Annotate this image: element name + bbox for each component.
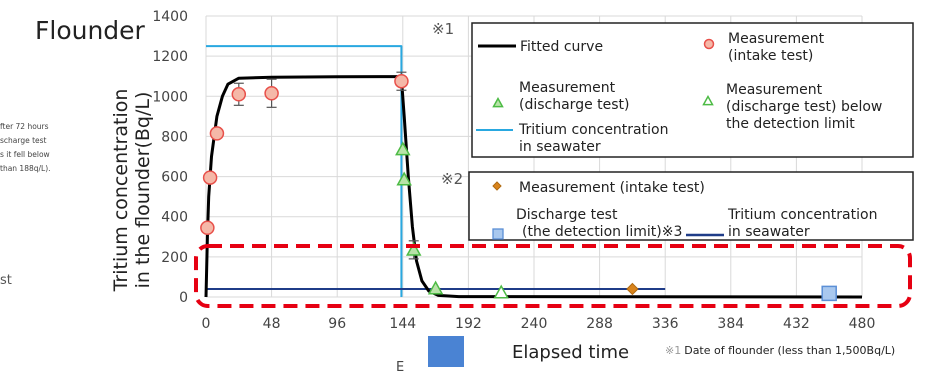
chart-title: Flounder <box>35 16 145 45</box>
legend2-discharge-limit-label: Discharge test (the detection limit)※3 <box>516 207 682 241</box>
seawater-line <box>206 45 403 297</box>
side-note-line: fter 72 hours <box>0 122 49 131</box>
legend-discharge-label: Measurement (discharge test) <box>519 80 630 114</box>
x-tick-label: 240 <box>521 316 548 332</box>
chart-svg: 0 200 400 600 800 1000 1200 1400 0 48 96 144 192 240 2… <box>152 9 914 332</box>
y-axis-title: Tritium concentration in the flounder(Bq… <box>110 89 154 292</box>
legend-below-limit-swatch <box>702 94 714 106</box>
side-note: fter 72 hours scharge test s it fell bel… <box>0 120 51 176</box>
legend-line: (discharge test) <box>519 97 630 113</box>
legend-intake-swatch <box>703 38 715 50</box>
x-tick-label: 384 <box>717 316 744 332</box>
x-tick-label: 96 <box>328 316 346 332</box>
y-axis-title-line: in the flounder(Bq/L) <box>132 91 154 289</box>
side-note-line: scharge test <box>0 136 47 145</box>
side-note-line: than 188q/L). <box>0 164 51 173</box>
legend-line: the detection limit <box>726 116 855 132</box>
x-axis-title: Elapsed time <box>512 342 630 363</box>
legend-discharge-swatch <box>492 96 504 108</box>
legend-line: Measurement <box>519 80 616 96</box>
legend-intake-label: Measurement (intake test) <box>728 31 824 65</box>
side-note-line: s it fell below <box>0 150 50 159</box>
legend-line: (discharge test) below <box>726 99 883 115</box>
intake-point <box>202 170 218 185</box>
annotation-note-1: ※1 <box>432 20 455 38</box>
bottom-text-fragment: E <box>396 360 405 375</box>
legend2-intake-label: Measurement (intake test) <box>519 180 705 196</box>
blue-square-button[interactable] <box>428 336 464 367</box>
x-tick-label: 432 <box>783 316 810 332</box>
footnote-text: Date of flounder (less than 1,500Bq/L) <box>684 344 896 357</box>
side-label: st <box>0 273 12 288</box>
discharge-point <box>405 241 422 256</box>
y-tick-label: 1200 <box>152 49 188 65</box>
legend-line: Tritium concentration <box>519 122 669 138</box>
y-tick-label: 1400 <box>152 9 188 25</box>
x-tick-label: 0 <box>202 316 211 332</box>
legend-line: (intake test) <box>728 48 814 64</box>
y-tick-label: 0 <box>179 290 188 306</box>
y-tick-label: 200 <box>161 250 188 266</box>
legend-line: (the detection limit)※3 <box>522 224 683 240</box>
legend2-box <box>468 171 914 241</box>
legend-line: Measurement <box>728 31 825 47</box>
detection-limit-point <box>821 285 837 302</box>
footnote: ※1 Date of flounder (less than 1,500Bq/L) <box>665 344 895 357</box>
legend-line: in seawater <box>728 224 810 240</box>
y-tick-label: 1000 <box>152 89 188 105</box>
y-tick-label: 800 <box>161 129 188 145</box>
highlight-box <box>194 244 912 308</box>
legend-line: Tritium concentration <box>728 207 878 223</box>
y-tick-label: 600 <box>161 170 188 186</box>
legend-fitted-label: Fitted curve <box>520 39 604 55</box>
x-tick-label: 48 <box>263 316 281 332</box>
intake-point <box>231 87 247 102</box>
annotation-note-2: ※2 <box>441 170 464 188</box>
below-limit-point <box>493 284 509 299</box>
y-axis-title-line: Tritium concentration <box>110 88 132 292</box>
x-tick-label: 480 <box>849 316 876 332</box>
legend2-intake-swatch <box>492 181 502 191</box>
intake-point <box>209 126 225 141</box>
x-tick-label: 144 <box>389 316 416 332</box>
chart-stage: 0 200 400 600 800 1000 1200 1400 0 48 96 144 192 240 2… <box>0 9 914 375</box>
discharge-point <box>396 171 412 186</box>
footnote-mark: ※1 <box>665 344 682 357</box>
intake-point <box>394 73 409 89</box>
discharge-point <box>427 280 444 295</box>
legend2-seawater-label: Tritium concentration in seawater <box>728 207 877 241</box>
legend2-detection-limit-swatch <box>492 228 504 240</box>
legend-box <box>471 22 914 158</box>
y-tick-label: 400 <box>161 210 188 226</box>
legend-line: Measurement <box>726 82 823 98</box>
discharge-point <box>395 141 411 156</box>
legend-line: in seawater <box>519 139 601 155</box>
x-tick-label: 192 <box>455 316 482 332</box>
x-tick-label: 336 <box>652 316 679 332</box>
intake2-point <box>626 282 639 296</box>
legend-seawater-label: Tritium concentration in seawater <box>519 122 668 156</box>
legend-line: Discharge test <box>516 207 618 223</box>
x-tick-label: 288 <box>586 316 613 332</box>
legend-below-limit-label: Measurement (discharge test) below the d… <box>726 82 882 133</box>
intake-point <box>264 86 279 101</box>
intake-point <box>200 220 215 236</box>
